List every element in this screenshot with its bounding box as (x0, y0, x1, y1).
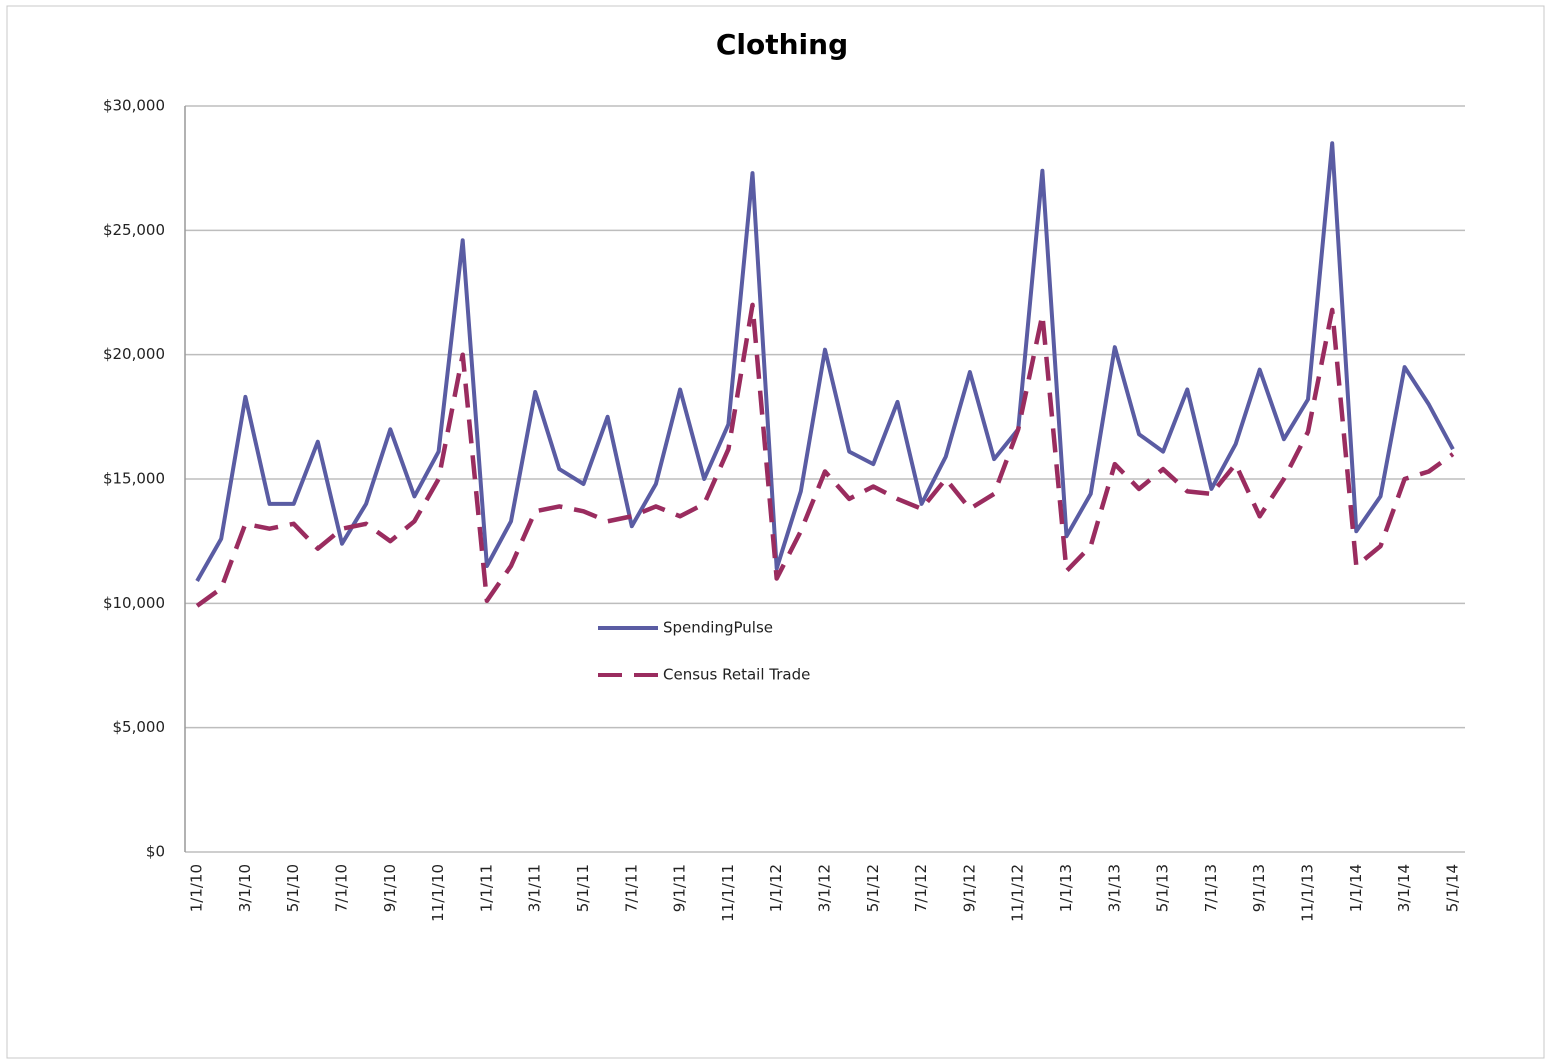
x-tick-label: 11/1/11 (719, 864, 737, 922)
x-tick-label: 3/1/14 (1395, 864, 1413, 912)
y-tick-label: $25,000 (103, 221, 165, 239)
x-tick-label: 11/1/12 (1009, 864, 1027, 922)
x-tick-label: 1/1/14 (1347, 864, 1365, 912)
x-tick-label: 3/1/10 (236, 864, 254, 912)
chart-title: Clothing (716, 28, 848, 61)
x-tick-label: 7/1/12 (912, 864, 930, 912)
x-tick-label: 1/1/12 (767, 864, 785, 912)
x-tick-label: 7/1/13 (1202, 864, 1220, 912)
x-tick-label: 1/1/10 (188, 864, 206, 912)
x-tick-label: 5/1/11 (574, 864, 592, 912)
x-tick-label: 5/1/12 (864, 864, 882, 912)
x-tick-label: 5/1/10 (284, 864, 302, 912)
x-tick-label: 9/1/12 (960, 864, 978, 912)
x-tick-label: 1/1/11 (477, 864, 495, 912)
y-tick-label: $20,000 (103, 345, 165, 363)
series-line (195, 302, 1455, 608)
x-tick-label: 7/1/11 (622, 864, 640, 912)
x-tick-label: 9/1/13 (1250, 864, 1268, 912)
y-tick-label: $15,000 (103, 470, 165, 488)
legend-label: Census Retail Trade (663, 666, 810, 684)
x-tick-label: 5/1/14 (1443, 864, 1461, 912)
legend-label: SpendingPulse (663, 619, 773, 637)
y-tick-label: $0 (146, 843, 165, 861)
x-tick-label: 11/1/13 (1299, 864, 1317, 922)
x-tick-label: 1/1/13 (1057, 864, 1075, 912)
x-tick-label: 3/1/13 (1105, 864, 1123, 912)
series-line (195, 141, 1455, 582)
y-tick-label: $30,000 (103, 97, 165, 115)
y-tick-label: $5,000 (113, 718, 166, 736)
x-tick-label: 9/1/10 (381, 864, 399, 912)
x-tick-label: 9/1/11 (671, 864, 689, 912)
x-tick-label: 7/1/10 (332, 864, 350, 912)
x-tick-label: 5/1/13 (1154, 864, 1172, 912)
x-tick-label: 3/1/12 (816, 864, 834, 912)
x-tick-label: 3/1/11 (526, 864, 544, 912)
y-tick-label: $10,000 (103, 594, 165, 612)
x-tick-label: 11/1/10 (429, 864, 447, 922)
